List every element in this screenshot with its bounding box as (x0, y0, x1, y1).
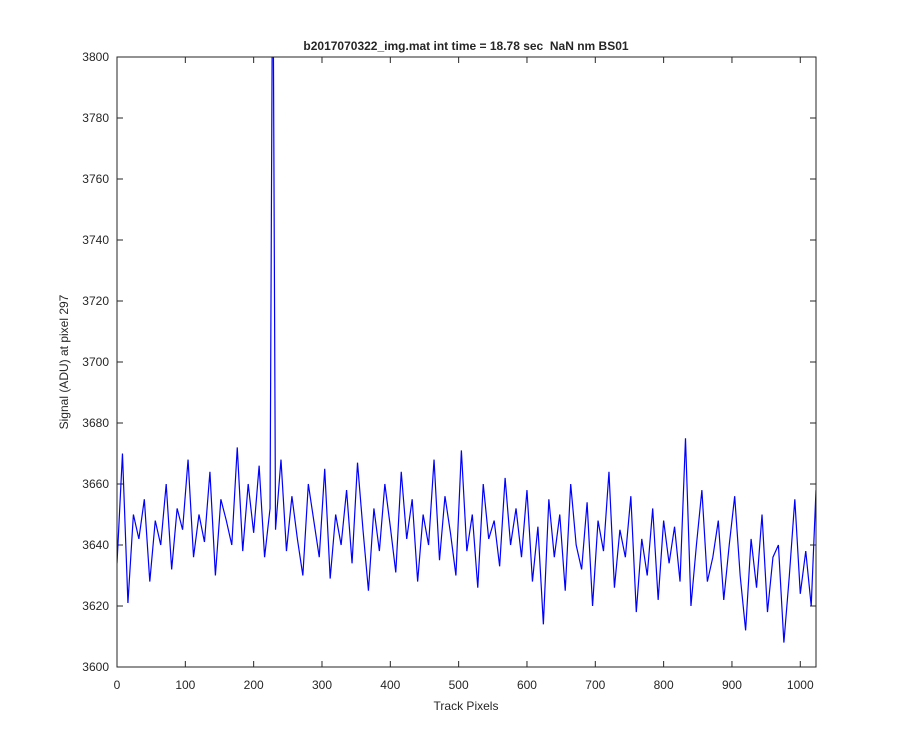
x-tick-label: 0 (114, 678, 121, 692)
x-tick-label: 300 (312, 678, 332, 692)
chart-title: b2017070322_img.mat int time = 18.78 sec… (303, 39, 628, 53)
y-tick-label: 3740 (82, 233, 109, 247)
y-tick-label: 3620 (82, 599, 109, 613)
x-tick-label: 200 (244, 678, 264, 692)
y-tick-label: 3800 (82, 50, 109, 64)
y-tick-label: 3660 (82, 477, 109, 491)
y-tick-label: 3720 (82, 294, 109, 308)
y-tick-label: 3640 (82, 538, 109, 552)
x-tick-label: 400 (380, 678, 400, 692)
x-axis-label: Track Pixels (434, 699, 499, 713)
x-tick-label: 100 (175, 678, 195, 692)
x-tick-label: 900 (722, 678, 742, 692)
y-tick-label: 3760 (82, 172, 109, 186)
y-axis-label: Signal (ADU) at pixel 297 (57, 294, 71, 429)
x-tick-label: 600 (517, 678, 537, 692)
y-tick-label: 3700 (82, 355, 109, 369)
x-tick-label: 1000 (787, 678, 814, 692)
x-tick-label: 800 (654, 678, 674, 692)
y-tick-label: 3780 (82, 111, 109, 125)
x-tick-label: 700 (585, 678, 605, 692)
y-tick-label: 3680 (82, 416, 109, 430)
y-tick-label: 3600 (82, 660, 109, 674)
data-line (117, 57, 816, 643)
x-tick-label: 500 (449, 678, 469, 692)
